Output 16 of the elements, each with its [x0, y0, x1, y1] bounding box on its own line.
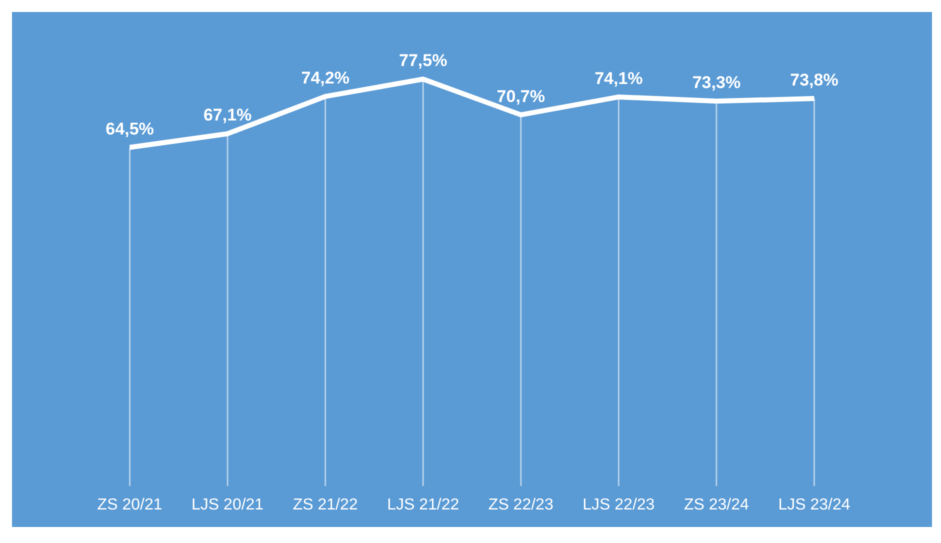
x-tick-label: LJS 23/24 — [778, 496, 850, 514]
data-label: 70,7% — [496, 86, 545, 106]
x-tick-label: ZS 23/24 — [684, 496, 750, 514]
data-label: 74,2% — [301, 68, 350, 88]
data-label: 67,1% — [203, 106, 252, 125]
data-label: 77,5% — [399, 51, 448, 70]
x-tick-label: LJS 22/23 — [582, 496, 655, 514]
x-tick-label: ZS 21/22 — [292, 496, 358, 514]
data-label: 64,5% — [106, 119, 154, 138]
x-tick-label: ZS 22/23 — [488, 496, 554, 514]
data-label: 73,8% — [790, 70, 838, 90]
x-tick-label: ZS 20/21 — [97, 496, 162, 514]
x-tick-label: LJS 21/22 — [387, 496, 460, 514]
data-label: 73,3% — [692, 73, 741, 92]
x-tick-label: LJS 20/21 — [192, 496, 264, 514]
data-label: 74,1% — [594, 68, 643, 88]
